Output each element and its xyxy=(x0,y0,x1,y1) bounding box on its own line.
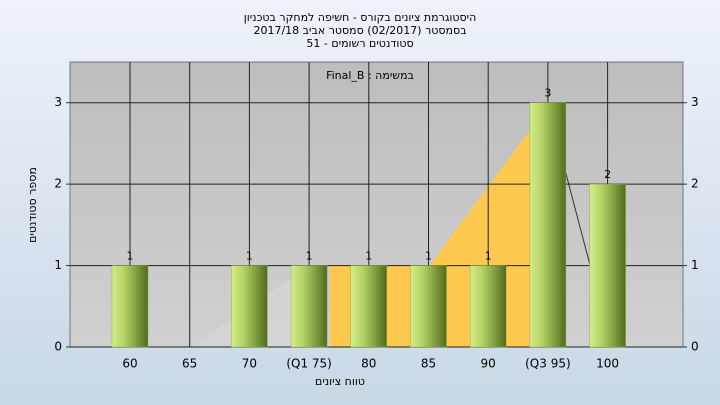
subtitle: Final_B : במשימה xyxy=(326,69,414,82)
data-label: 1 xyxy=(425,250,432,263)
data-label: 2 xyxy=(604,168,611,181)
y2-tick-label: 3 xyxy=(691,95,699,109)
x-tick-label: 60 xyxy=(122,357,137,371)
x-tick-label: 70 xyxy=(242,357,257,371)
data-label: 1 xyxy=(127,250,134,263)
data-label: 1 xyxy=(306,250,313,263)
chart-title: סטודנטים רשומים - 51 xyxy=(306,37,413,50)
chart-title: בסמסטר (02/2017) סמסטר אביב 2017/18 xyxy=(253,24,466,37)
y-tick-label: 2 xyxy=(54,177,62,191)
data-label: 1 xyxy=(485,250,492,263)
data-label: 1 xyxy=(246,250,253,263)
bar xyxy=(529,102,567,348)
x-tick-label: 65 xyxy=(182,357,197,371)
connector xyxy=(564,169,591,266)
y-tick-label: 1 xyxy=(54,258,62,272)
y2-tick-label: 1 xyxy=(691,258,699,272)
bar xyxy=(111,265,149,348)
x-tick-label: 90 xyxy=(481,357,496,371)
x-tick-label: 85 xyxy=(421,357,436,371)
x-tick-label: 100 xyxy=(596,357,619,371)
x-tick-label: (Q1 75) xyxy=(286,357,332,371)
x-tick-label: (Q3 95) xyxy=(525,357,571,371)
y-tick-label: 0 xyxy=(54,340,62,354)
chart-title: היסטוגרמת ציונים בקורס - חשיפה למחקר בטכ… xyxy=(244,11,477,24)
y-tick-label: 3 xyxy=(54,95,62,109)
y2-tick-label: 2 xyxy=(691,177,699,191)
bar xyxy=(469,265,507,348)
x-axis-label: טווח ציונים xyxy=(315,375,365,388)
bar xyxy=(290,265,328,348)
bar xyxy=(350,265,388,348)
x-tick-label: 80 xyxy=(361,357,376,371)
data-label: 1 xyxy=(365,250,372,263)
y2-tick-label: 0 xyxy=(691,340,699,354)
bar xyxy=(589,183,626,348)
data-label: 3 xyxy=(544,87,551,100)
y-axis-label: מספר סטודנטים xyxy=(26,167,39,243)
bar xyxy=(410,265,447,348)
bar xyxy=(231,265,268,348)
